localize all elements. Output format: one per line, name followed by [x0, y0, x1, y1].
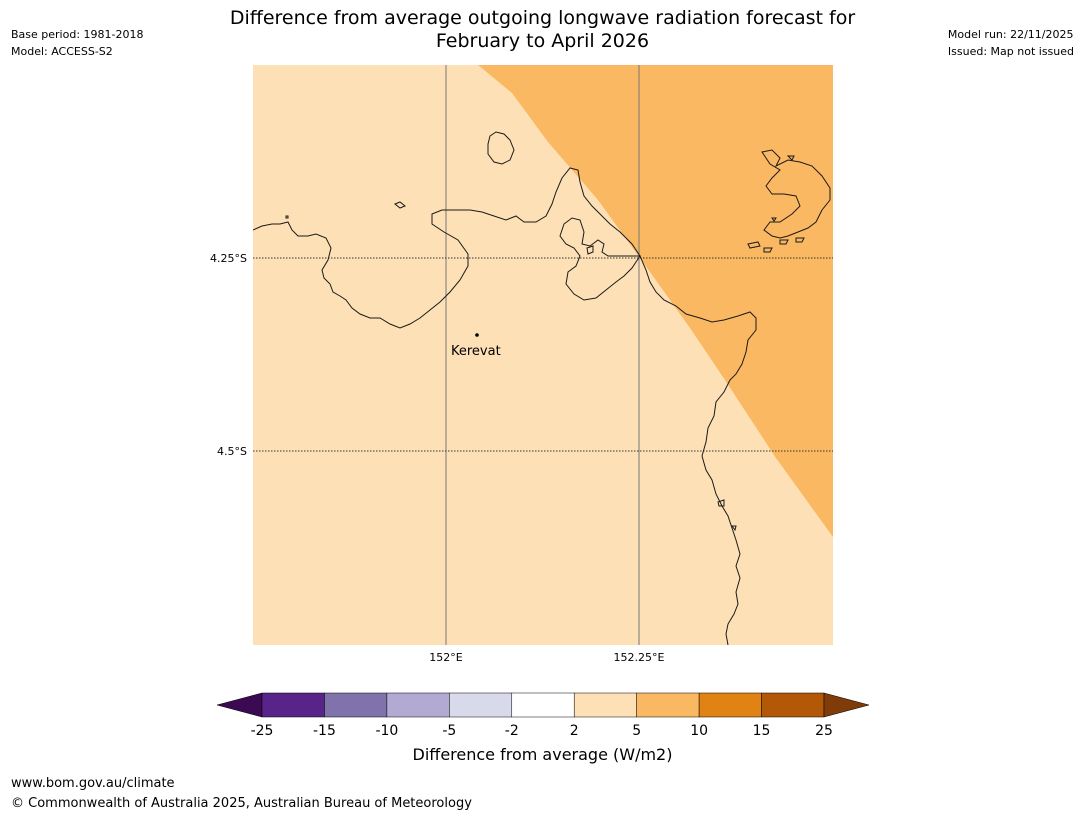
colorbar-segment	[449, 692, 513, 718]
footer-url: www.bom.gov.au/climate	[11, 776, 175, 791]
islet-west	[285, 215, 289, 219]
model-run-text: Model run: 22/11/2025	[947, 28, 1074, 41]
colorbar: -25 -15 -10 -5 -2 2 5 10 15 25	[216, 692, 870, 739]
lat-label-4-25: 4.25°S	[210, 252, 247, 265]
duke-of-york-islet-4	[795, 237, 805, 243]
colorbar-segment	[573, 692, 637, 718]
map-title: Difference from average outgoing longwav…	[0, 7, 1085, 53]
title-line-2: February to April 2026	[435, 30, 650, 52]
colorbar-tick-label: 2	[570, 723, 579, 739]
category-5-10-area	[478, 65, 833, 537]
colorbar-tick-label: -5	[442, 723, 456, 739]
colorbar-tick-label: 10	[690, 723, 708, 739]
coastline-peninsula-east	[559, 217, 641, 301]
duke-of-york-islet-5	[786, 155, 795, 161]
duke-of-york-main	[761, 149, 831, 239]
colorbar-segment	[324, 692, 388, 718]
title-line-1: Difference from average outgoing longwav…	[229, 7, 856, 29]
coastlines	[253, 131, 831, 645]
colorbar-segment	[261, 692, 325, 718]
footer: www.bom.gov.au/climate © Commonwealth of…	[11, 774, 472, 813]
coast-islet-south-2	[731, 525, 737, 532]
duke-of-york-islet-3	[779, 239, 789, 245]
island-small-west	[394, 201, 406, 209]
islet-bay	[586, 245, 594, 255]
lon-label-152: 152°E	[429, 651, 462, 664]
coastline-main	[253, 167, 757, 645]
base-period-text: Base period: 1981-2018	[11, 28, 144, 41]
map-panel: Kerevat	[253, 65, 833, 645]
kerevat-marker	[475, 333, 479, 337]
colorbar-tick-label: 15	[753, 723, 771, 739]
colorbar-segment	[636, 692, 700, 718]
kerevat-label: Kerevat	[451, 344, 501, 359]
duke-of-york-islet-6	[771, 217, 777, 222]
colorbar-tick-label: 5	[632, 723, 641, 739]
meta-right: Model run: 22/11/2025 Issued: Map not is…	[948, 26, 1074, 60]
colorbar-arrow-high	[823, 692, 870, 718]
coast-islet-south-1	[717, 499, 725, 507]
colorbar-segment	[698, 692, 762, 718]
duke-of-york-islet-2	[763, 247, 773, 253]
meta-left: Base period: 1981-2018 Model: ACCESS-S2	[11, 26, 143, 60]
colorbar-segment	[761, 692, 825, 718]
island-north	[487, 131, 515, 165]
colorbar-arrow-low	[216, 692, 263, 718]
footer-copyright: © Commonwealth of Australia 2025, Austra…	[11, 795, 472, 811]
lat-label-4-5: 4.5°S	[217, 445, 247, 458]
colorbar-tick-label: 25	[815, 723, 833, 739]
duke-of-york-islet-1	[747, 241, 761, 249]
colorbar-tick-label: -2	[505, 723, 519, 739]
model-text: Model: ACCESS-S2	[11, 45, 113, 58]
colorbar-tick-label: -25	[251, 723, 274, 739]
colorbar-segment	[386, 692, 450, 718]
colorbar-tick-label: -10	[375, 723, 398, 739]
colorbar-label: Difference from average (W/m2)	[412, 745, 673, 764]
colorbar-segment	[511, 692, 575, 718]
colorbar-tick-label: -15	[313, 723, 336, 739]
issued-text: Issued: Map not issued	[947, 45, 1074, 58]
lon-label-152-25: 152.25°E	[614, 651, 665, 664]
